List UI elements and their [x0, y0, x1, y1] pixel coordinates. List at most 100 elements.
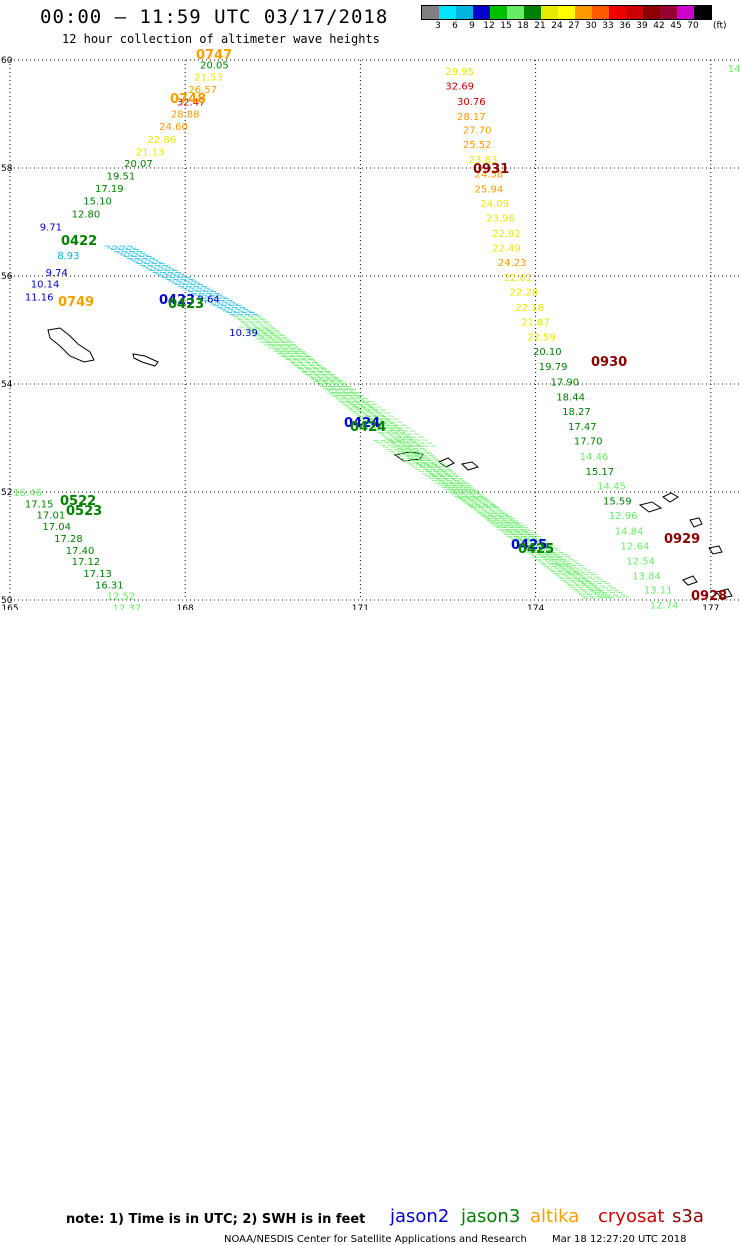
jason3-swath: ~~~~ — [549, 568, 579, 578]
jason3-swath: ~~~~ — [508, 534, 538, 544]
island-shape — [638, 501, 663, 513]
jason2-swath: ~~~~ — [155, 270, 185, 280]
jason3-swath: ~~~~ — [352, 403, 382, 413]
latitude-label: 52 — [1, 488, 12, 498]
wave-height-value: 22.61 — [504, 273, 533, 284]
jason3-swath: ~~~~ — [315, 379, 345, 389]
pass-time-label: 0423 — [159, 293, 195, 308]
jason2-swath: ~~~~ — [113, 247, 143, 257]
jason3-swath: ~~~~ — [554, 562, 584, 572]
jason3-swath: ~~~~ — [252, 328, 282, 338]
jason3-swath: ~~~~ — [449, 487, 479, 497]
latitude-label: 60 — [1, 56, 13, 66]
jason3-swath: ~~~~ — [444, 486, 474, 496]
wave-height-value: 15.59 — [603, 497, 632, 508]
jason3-swath: ~~~~ — [300, 367, 330, 377]
wave-height-value: 22.86 — [148, 135, 177, 146]
jason3-swath: ~~~~ — [376, 428, 406, 438]
jason3-swath: ~~~~ — [395, 452, 425, 462]
jason3-swath: ~~~~ — [466, 501, 496, 511]
jason3-swath: ~~~~ — [236, 316, 266, 326]
wave-height-value: 12.54 — [626, 557, 655, 568]
island-shape — [708, 545, 723, 555]
jason3-swath: ~~~~ — [499, 527, 529, 537]
jason2-swath: ~~~~ — [232, 312, 262, 322]
wave-height-value: 9.74 — [46, 268, 68, 279]
color-swatch — [558, 6, 575, 19]
color-swatch — [507, 6, 524, 19]
jason3-swath: ~~~~ — [577, 577, 607, 587]
color-tick-label: 36 — [619, 21, 631, 31]
jason3-swath: ~~~~ — [450, 490, 480, 500]
jason3-swath: ~~~~ — [567, 571, 597, 581]
pass-time-label: 0931 — [473, 162, 509, 177]
jason3-swath: ~~~~ — [425, 467, 455, 477]
graticule — [9, 59, 740, 601]
jason3-swath: ~~~~ — [558, 575, 588, 585]
jason2-swath: ~~~~ — [200, 295, 230, 305]
jason3-swath: ~~~~ — [515, 535, 545, 545]
wave-height-value: 17.40 — [66, 546, 95, 557]
wave-height-value: 21.53 — [194, 73, 223, 84]
jason3-swath: ~~~~ — [234, 314, 264, 324]
jason3-swath: ~~~~ — [501, 529, 531, 539]
color-tick-label: 3 — [435, 21, 441, 31]
jason3-swath: ~~~~ — [401, 448, 431, 458]
jason2-swath: ~~~~ — [216, 303, 246, 313]
jason3-swath: ~~~~ — [365, 412, 395, 422]
island-shape — [460, 461, 480, 471]
jason3-swath: ~~~~ — [287, 356, 317, 366]
jason3-swath: ~~~~ — [414, 458, 444, 468]
jason3-swath: ~~~~ — [324, 386, 354, 396]
jason3-swath: ~~~~ — [355, 411, 385, 421]
pass-time-label: 0928 — [691, 589, 727, 604]
pass-time-label: 0747 — [196, 48, 232, 63]
jason3-swath: ~~~~ — [289, 358, 319, 368]
jason3-swath: ~~~~ — [390, 439, 420, 449]
legend-jason2: jason2 — [390, 1206, 450, 1227]
jason3-swath: ~~~~ — [291, 360, 321, 370]
jason3-swath: ~~~~ — [453, 492, 483, 502]
wave-height-value: 8.93 — [57, 251, 79, 262]
jason3-swath: ~~~~ — [344, 402, 374, 412]
jason3-swath: ~~~~ — [584, 582, 614, 592]
longitude-label: 168 — [177, 604, 194, 610]
jason2-swath: ~~~~ — [142, 263, 172, 273]
jason3-swath: ~~~~ — [249, 326, 279, 336]
wave-height-value: 10.39 — [229, 328, 258, 339]
jason3-swath: ~~~~ — [528, 550, 558, 560]
jason3-swath: ~~~~ — [381, 432, 411, 442]
wave-height-value: 10.14 — [31, 280, 60, 291]
jason3-swath: ~~~~ — [350, 407, 380, 417]
jason3-swath: ~~~~ — [541, 553, 571, 563]
wave-height-value: 29.95 — [445, 67, 474, 78]
longitude-label: 171 — [352, 604, 369, 610]
jason3-swath: ~~~~ — [322, 384, 352, 394]
jason3-swath: ~~~~ — [499, 524, 529, 534]
wave-height-value: 20.07 — [124, 159, 153, 170]
wave-height-value: 12.52 — [107, 592, 136, 603]
wave-height-value: 9.71 — [40, 222, 62, 233]
jason3-swath: ~~~~ — [278, 349, 308, 359]
pass-time-label: 0424 — [344, 416, 380, 431]
jason3-swath: ~~~~ — [302, 369, 332, 379]
jason3-swath: ~~~~ — [356, 406, 386, 416]
jason3-swath: ~~~~ — [420, 464, 450, 474]
pass-time-label: 0523 — [66, 504, 102, 519]
jason3-swath: ~~~~ — [405, 459, 435, 469]
jason2-swath: ~~~~ — [225, 309, 255, 319]
jason3-swath: ~~~~ — [486, 515, 516, 525]
jason3-swath: ~~~~ — [276, 350, 306, 360]
jason2-swath: ~~~~ — [107, 244, 137, 254]
jason3-swath: ~~~~ — [348, 400, 378, 410]
jason3-swath: ~~~~ — [502, 526, 532, 536]
jason2-swath: ~~~~ — [206, 298, 236, 308]
jason3-swath: ~~~~ — [272, 347, 302, 357]
wave-height-value: 22.59 — [527, 332, 556, 343]
jason3-swath: ~~~~ — [373, 418, 403, 428]
longitude-label: 174 — [527, 604, 544, 610]
pass-time-label: 0522 — [60, 494, 96, 509]
color-tick-label: 12 — [483, 21, 495, 31]
jason2-swath: ~~~~ — [123, 253, 153, 263]
